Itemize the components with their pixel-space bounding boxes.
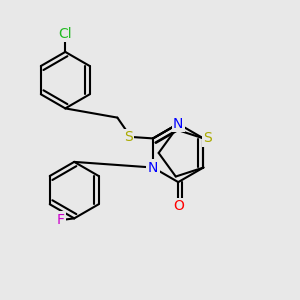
Text: Cl: Cl — [58, 27, 72, 41]
Text: N: N — [148, 160, 158, 175]
Text: S: S — [124, 130, 133, 144]
Text: N: N — [173, 117, 183, 131]
Text: O: O — [173, 200, 184, 214]
Text: S: S — [203, 131, 212, 146]
Text: F: F — [56, 213, 64, 227]
